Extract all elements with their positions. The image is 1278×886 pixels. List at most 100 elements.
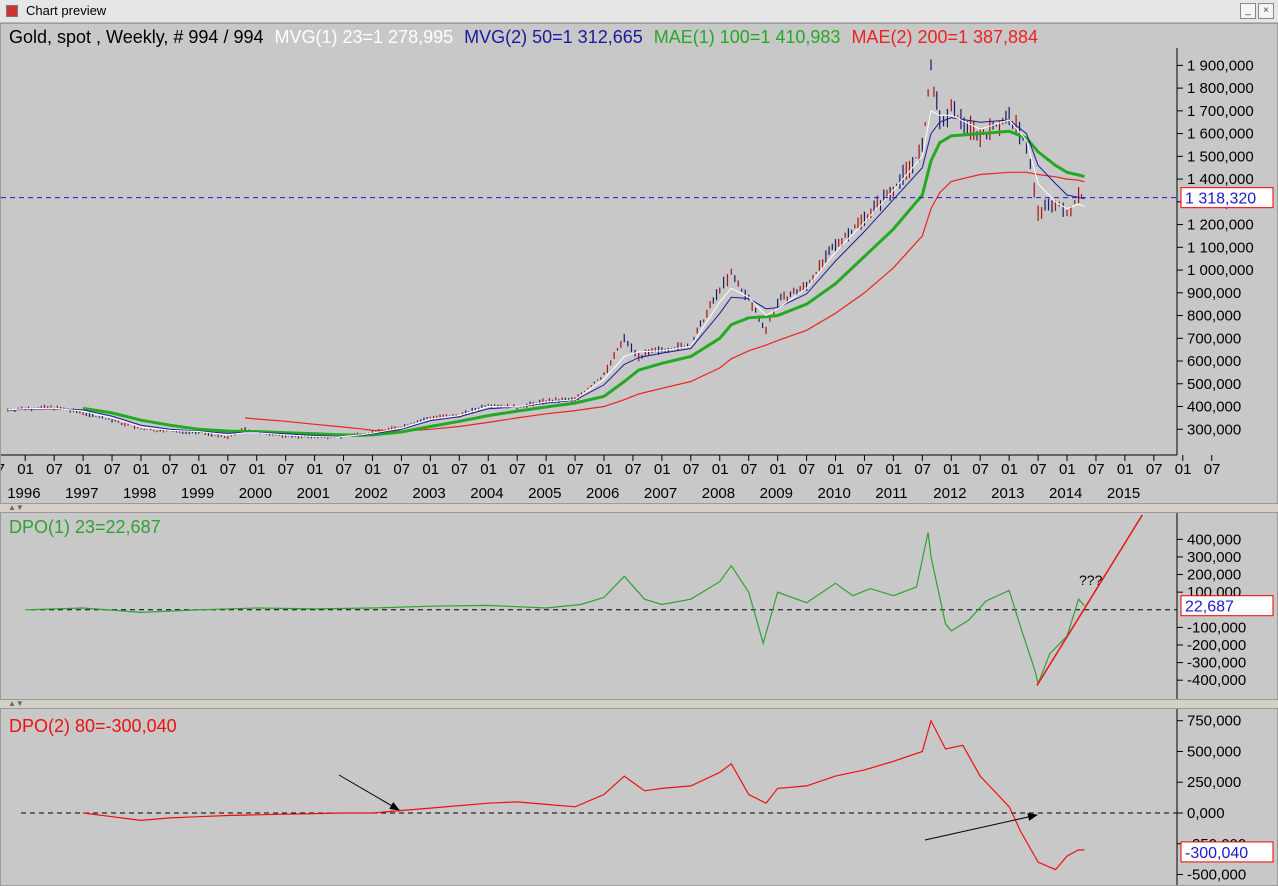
main-year-label: 2010 [818, 485, 851, 502]
header-mae2: MAE(2) 200=1 387,884 [851, 27, 1038, 47]
main-y-tick-label: 800,000 [1187, 308, 1241, 325]
dpo1-y-tick-label: -300,000 [1187, 655, 1246, 672]
main-x-tick-label: 07 [741, 461, 758, 478]
main-year-label: 1998 [123, 485, 156, 502]
arrow-annotation-2 [924, 813, 1038, 841]
dpo1-header: DPO(1) 23=22,687 [9, 517, 161, 537]
main-x-tick-label: 01 [828, 461, 845, 478]
main-x-tick-label: 01 [191, 461, 208, 478]
dpo2-y-tick-label: 500,000 [1187, 743, 1241, 760]
dpo1-y-tick-label: -200,000 [1187, 637, 1246, 654]
dpo1-y-tick-label: -100,000 [1187, 619, 1246, 636]
header-mvg2: MVG(2) 50=1 312,665 [464, 27, 643, 47]
main-year-label: 2006 [586, 485, 619, 502]
main-year-label: 2007 [644, 485, 677, 502]
dpo1-trend-line [1036, 514, 1143, 686]
svg-text:Gold, spot , Weekly, # 994 / 9: Gold, spot , Weekly, # 994 / 994 MVG(1) … [9, 27, 1038, 47]
main-year-label: 1999 [181, 485, 214, 502]
main-y-tick-label: 1 000,000 [1187, 262, 1254, 279]
dpo2-y-tick-label: 250,000 [1187, 774, 1241, 791]
main-x-tick-label: 07 [451, 461, 468, 478]
main-x-tick-label: 07 [856, 461, 873, 478]
dpo1-y-tick-label: 400,000 [1187, 531, 1241, 548]
main-x-tick-label: 07 [46, 461, 63, 478]
main-year-label: 2011 [875, 485, 907, 502]
header-mae1: MAE(1) 100=1 410,983 [654, 27, 841, 47]
dpo2-value-label: -300,040 [1185, 845, 1248, 862]
main-x-tick-label: 07 [162, 461, 179, 478]
main-y-tick-label: 1 600,000 [1187, 126, 1254, 143]
dpo2-y-tick-label: -500,000 [1187, 867, 1246, 884]
header-mvg1: MVG(1) 23=1 278,995 [275, 27, 454, 47]
main-x-tick-label: 01 [133, 461, 150, 478]
splitter-2[interactable]: ▲▼ [0, 700, 1278, 708]
main-x-tick-label: 01 [712, 461, 729, 478]
arrow-annotation-1 [338, 774, 400, 811]
price-panel: Gold, spot , Weekly, # 994 / 994 MVG(1) … [0, 23, 1278, 504]
dpo1-value-label: 22,687 [1185, 599, 1234, 616]
main-x-tick-label: 07 [683, 461, 700, 478]
dpo1-y-tick-label: 300,000 [1187, 549, 1241, 566]
main-year-label: 2009 [760, 485, 793, 502]
dpo2-value-label-frame [1180, 841, 1274, 863]
main-x-tick-label: 07 [914, 461, 931, 478]
main-x-tick-label: 07 [393, 461, 410, 478]
main-x-tick-label: 01 [480, 461, 497, 478]
dpo2-y-tick-label: 750,000 [1187, 713, 1241, 730]
mae2-line [245, 171, 1085, 432]
app-icon [6, 5, 18, 17]
main-y-tick-label: 1 900,000 [1187, 57, 1254, 74]
main-x-tick-label: 01 [885, 461, 902, 478]
main-y-tick-label: 700,000 [1187, 330, 1241, 347]
main-x-tick-label: 01 [307, 461, 324, 478]
main-x-tick-label: 01 [1001, 461, 1018, 478]
main-x-tick-label: 01 [770, 461, 787, 478]
dpo2-chart[interactable]: DPO(2) 80=-300,040 -500,000-250,0000,000… [1, 709, 1277, 885]
main-year-label: 2014 [1049, 485, 1082, 502]
dpo1-y-tick-label: 200,000 [1187, 567, 1241, 584]
main-year-label: 2003 [412, 485, 445, 502]
main-x-tick-label: 07 [509, 461, 526, 478]
main-year-label: 2015 [1107, 485, 1140, 502]
main-x-tick-label: 01 [1175, 461, 1192, 478]
dpo2-header: DPO(2) 80=-300,040 [9, 716, 177, 736]
window-titlebar: Chart preview _ × [0, 0, 1278, 23]
price-chart[interactable]: Gold, spot , Weekly, # 994 / 994 MVG(1) … [1, 24, 1277, 503]
mvg1-line [7, 110, 1085, 438]
main-x-tick-label: 07 [1146, 461, 1163, 478]
main-x-tick-label: 01 [596, 461, 613, 478]
dpo2-line [83, 719, 1085, 871]
main-x-tick-label: 01 [538, 461, 555, 478]
main-x-tick-label: 07 [220, 461, 237, 478]
main-y-tick-label: 1 700,000 [1187, 103, 1254, 120]
main-y-tick-label: 1 800,000 [1187, 80, 1254, 97]
main-x-tick-label: 07 [278, 461, 295, 478]
main-year-label: 1996 [7, 485, 40, 502]
dpo1-annotation: ??? [1079, 572, 1103, 588]
dpo1-line [25, 532, 1085, 686]
main-x-tick-label: 01 [422, 461, 439, 478]
main-x-tick-label: 01 [75, 461, 92, 478]
main-year-label: 2001 [297, 485, 330, 502]
main-x-tick-label: 01 [17, 461, 34, 478]
main-x-tick-label: 07 [625, 461, 642, 478]
main-x-tick-label: 07 [799, 461, 816, 478]
close-button[interactable]: × [1258, 3, 1274, 19]
dpo1-panel: DPO(1) 23=22,687 ??? -400,000 -300,000 -20… [0, 512, 1278, 700]
main-x-tick-label: 07 [1030, 461, 1047, 478]
main-x-tick-label: 07 [567, 461, 584, 478]
main-x-tick-label: 01 [1059, 461, 1076, 478]
mvg2-line [7, 117, 1085, 438]
minimize-button[interactable]: _ [1240, 3, 1256, 19]
mae1-line [82, 129, 1085, 437]
main-y-tick-label: 1 200,000 [1187, 217, 1254, 234]
main-y-tick-label: 900,000 [1187, 285, 1241, 302]
header-base: Gold, spot , Weekly, # 994 / 994 [9, 27, 263, 47]
main-x-tick-label: 01 [249, 461, 266, 478]
splitter-1[interactable]: ▲▼ [0, 504, 1278, 512]
main-y-tick-label: 300,000 [1187, 421, 1241, 438]
main-y-tick-label: 1 100,000 [1187, 239, 1254, 256]
main-year-label: 2013 [991, 485, 1024, 502]
dpo1-chart[interactable]: DPO(1) 23=22,687 ??? -400,000-300,000-20… [1, 513, 1277, 699]
dpo1-value-label-frame [1180, 595, 1274, 617]
